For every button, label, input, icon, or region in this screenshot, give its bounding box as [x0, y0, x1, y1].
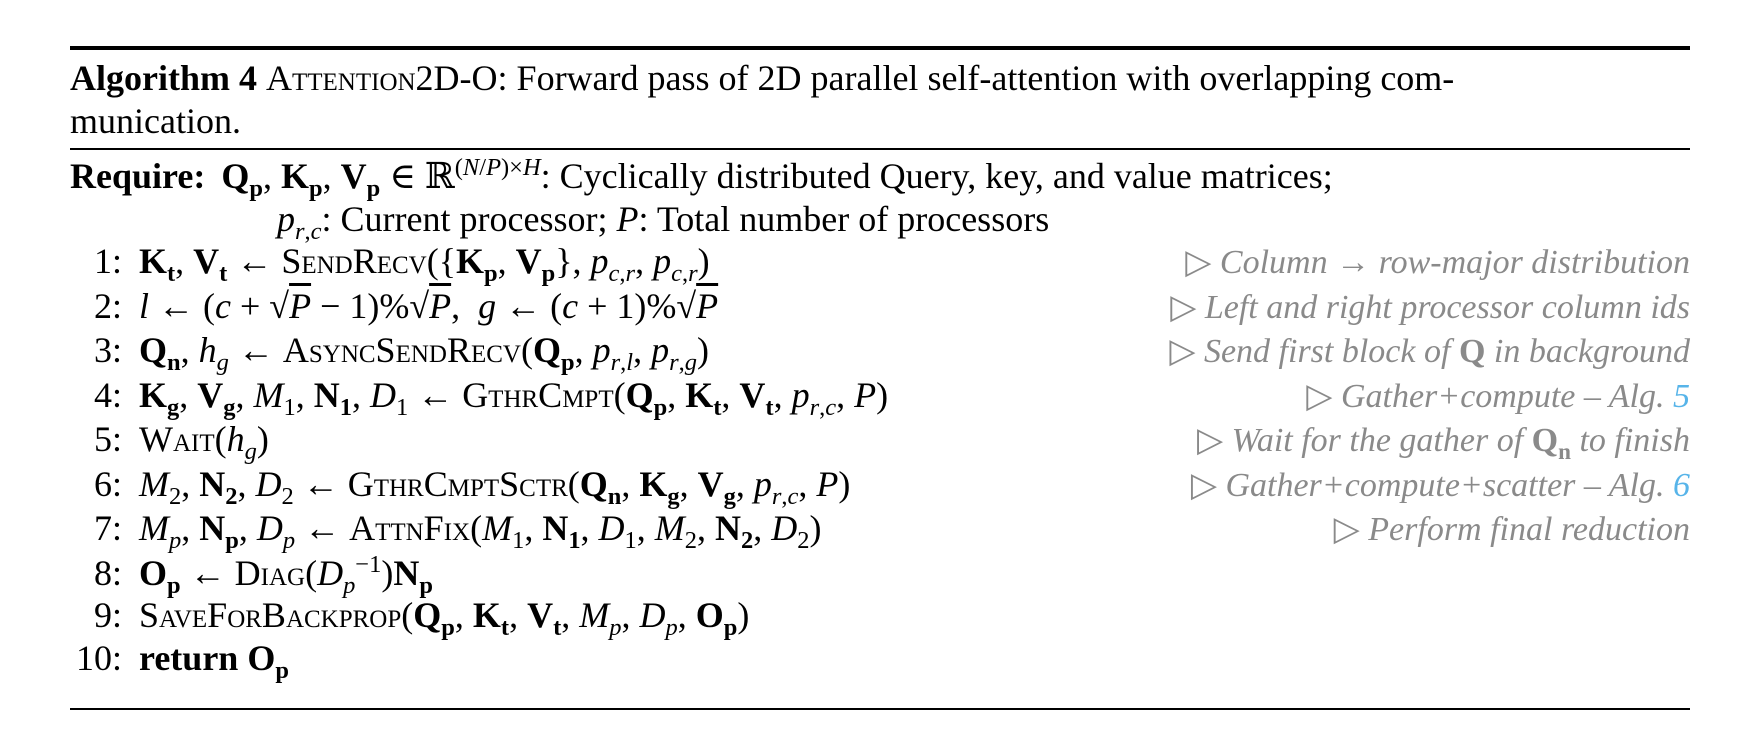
line-code: Qn, hg ← AsyncSendRecv(Qp, pr,l, pr,g): [139, 330, 709, 377]
alg-6-link[interactable]: 6: [1673, 466, 1690, 504]
algorithm-line: 6: M2, N2, D2 ← GthrCmptSctr(Qn, Kg, Vg,…: [70, 463, 1690, 510]
require-line-1-content: Qp, Kp, Vp ∈ ℝ(N/P)×H: Cyclically distri…: [221, 154, 1333, 203]
line-code: M2, N2, D2 ← GthrCmptSctr(Qn, Kg, Vg, pr…: [139, 463, 851, 510]
algorithm-caption: Algorithm 4 Attention2D-O: Forward pass …: [70, 50, 1690, 148]
line-comment: ▷ Perform final reduction: [1333, 511, 1690, 548]
line-comment: ▷ Send first block of Q in background: [1169, 333, 1690, 370]
algorithm-caption-line-1: Algorithm 4 Attention2D-O: Forward pass …: [70, 58, 1455, 98]
algorithm-caption-line-2: munication.: [70, 101, 241, 141]
line-number: 2:: [93, 285, 122, 326]
line-comment: ▷ Left and right processor column ids: [1170, 288, 1690, 326]
line-number: 8:: [93, 552, 122, 593]
line-code: return Op: [139, 637, 289, 684]
algorithm-line: 10: return Op: [70, 637, 1690, 684]
algorithm-line: 8: Op ← Diag(Dp−1)Np: [70, 550, 1690, 599]
algorithm-line: 4: Kg, Vg, M1, N1, D1 ← GthrCmpt(Qp, Kt,…: [70, 374, 1690, 421]
line-comment: ▷ Gather+compute+scatter – Alg. 6: [1190, 466, 1690, 504]
require-line-2: pr,c: Current processor; P: Total number…: [277, 198, 1050, 245]
alg-5-link[interactable]: 5: [1673, 377, 1690, 415]
line-number: 3:: [93, 330, 122, 370]
line-number: 6:: [93, 463, 122, 504]
line-code: SaveForBackprop(Qp, Kt, Vt, Mp, Dp, Op): [139, 595, 750, 642]
line-comment: ▷ Gather+compute – Alg. 5: [1306, 377, 1690, 415]
line-code: l ← (c + √P − 1)%√P, g ← (c + 1)%√P: [139, 285, 719, 326]
line-code: Wait(hg): [139, 419, 269, 466]
line-comment: ▷ Column → row-major distribution: [1185, 244, 1690, 281]
line-number: 5:: [93, 419, 122, 459]
top-rule: [70, 46, 1690, 50]
algorithm-line: 2: l ← (c + √P − 1)%√P, g ← (c + 1)%√P ▷…: [70, 285, 1690, 330]
line-number: 1:: [93, 241, 122, 281]
line-code: Mp, Np, Dp ← AttnFix(M1, N1, D1, M2, N2,…: [139, 508, 822, 555]
require-line-1: Require: Qp, Kp, Vp ∈ ℝ(N/P)×H: Cyclicall…: [70, 154, 1690, 203]
algorithm-4-block: Algorithm 4 Attention2D-O: Forward pass …: [70, 46, 1690, 710]
algorithm-line: 1: Kt, Vt ← SendRecv({Kp, Vp}, pc,r, pc,…: [70, 240, 1690, 288]
require-block: Require: Qp, Kp, Vp ∈ ℝ(N/P)×H: Cyclicall…: [70, 150, 1690, 245]
line-number: 10:: [75, 637, 122, 678]
line-code: Op ← Diag(Dp−1)Np: [139, 550, 433, 599]
bottom-rule: [70, 708, 1690, 710]
algorithm-line: 3: Qn, hg ← AsyncSendRecv(Qp, pr,l, pr,g…: [70, 329, 1690, 377]
line-number: 7:: [93, 508, 122, 548]
algorithm-lines: 1: Kt, Vt ← SendRecv({Kp, Vp}, pc,r, pc,…: [70, 240, 1690, 684]
algorithm-line: 5: Wait(hg) ▷ Wait for the gather of Qn …: [70, 418, 1690, 466]
algorithm-line: 7: Mp, Np, Dp ← AttnFix(M1, N1, D1, M2, …: [70, 507, 1690, 555]
caption-separator-rule: [70, 148, 1690, 150]
line-number: 4:: [93, 374, 122, 415]
line-number: 9:: [93, 595, 122, 635]
line-code: Kg, Vg, M1, N1, D1 ← GthrCmpt(Qp, Kt, Vt…: [139, 374, 889, 421]
require-keyword: Require:: [70, 156, 206, 196]
algorithm-line: 9: SaveForBackprop(Qp, Kt, Vt, Mp, Dp, O…: [70, 594, 1690, 642]
line-comment: ▷ Wait for the gather of Qn to finish: [1196, 422, 1690, 465]
line-code: Kt, Vt ← SendRecv({Kp, Vp}, pc,r, pc,r): [139, 241, 710, 288]
